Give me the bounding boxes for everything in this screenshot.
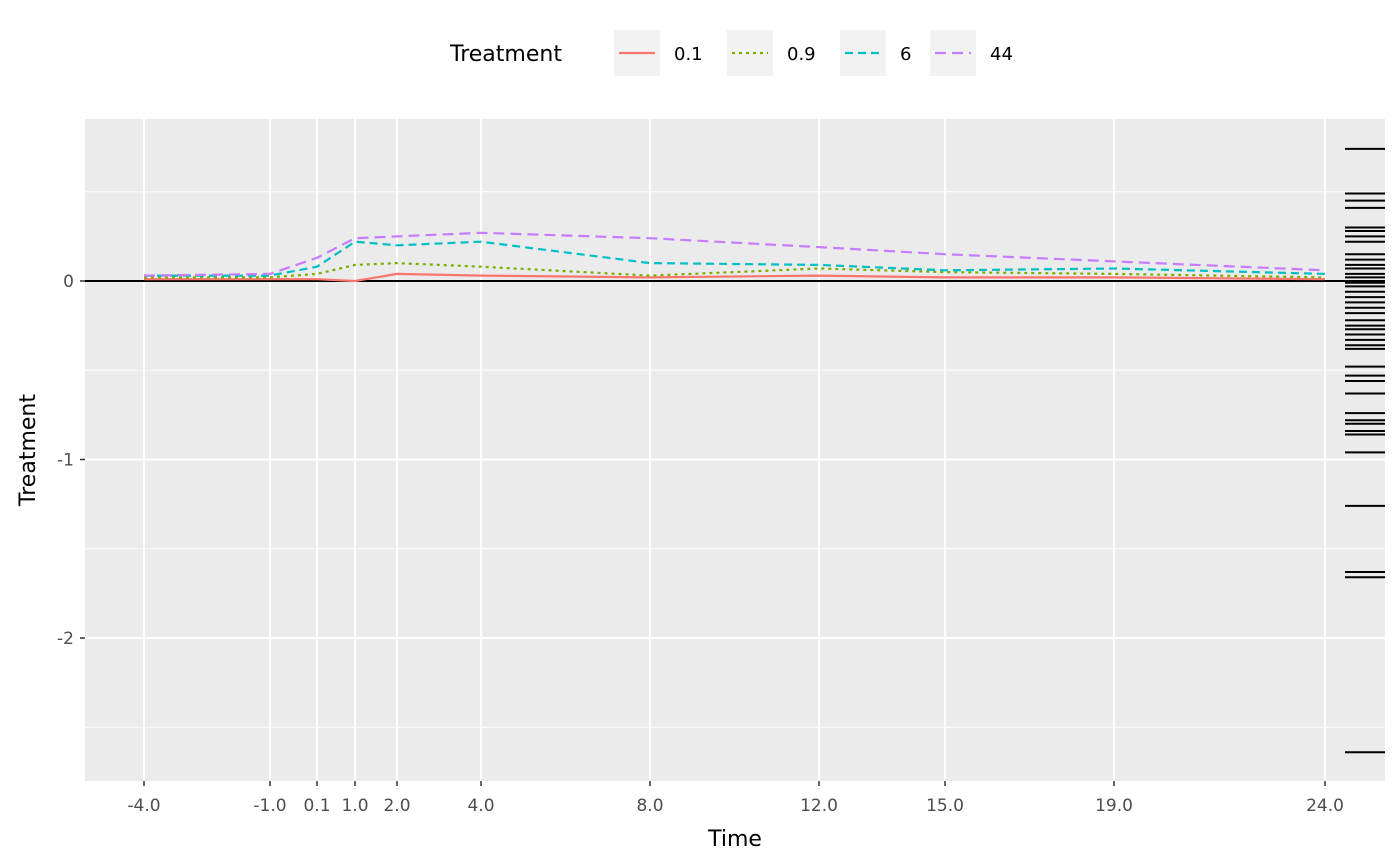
x-tick-label: 15.0 <box>926 796 964 816</box>
series-line-44 <box>143 231 1326 277</box>
series-line-0.1 <box>144 272 1326 283</box>
rug-layer <box>1345 147 1385 754</box>
legend-label: 6 <box>900 44 911 65</box>
x-tick-label: 19.0 <box>1095 796 1133 816</box>
x-tick-label: 8.0 <box>636 796 663 816</box>
legend-label: 0.1 <box>674 44 703 65</box>
y-axis-ticks: 0 -1 -2 <box>57 272 85 649</box>
legend-label: 0.9 <box>787 44 816 65</box>
x-tick-label: 4.0 <box>467 796 494 816</box>
x-axis-title: Time <box>707 827 762 852</box>
y-tick-label: -2 <box>57 629 74 649</box>
legend-label: 44 <box>990 44 1013 65</box>
y-axis-title: Treatment <box>16 394 41 507</box>
plot-panel <box>85 119 1385 781</box>
x-tick-label: 24.0 <box>1306 796 1344 816</box>
x-tick-label: -4.0 <box>127 796 160 816</box>
legend-title: Treatment <box>449 42 562 67</box>
legend: Treatment 0.1 0.9 6 44 <box>449 30 1013 76</box>
series-layer <box>143 231 1326 283</box>
x-axis-ticks: -4.0 -1.0 0.1 1.0 2.0 4.0 8.0 12.0 15.0 19.0 24.0 <box>127 781 1344 816</box>
y-tick-label: 0 <box>63 272 74 292</box>
x-tick-label: 12.0 <box>800 796 838 816</box>
x-tick-label: 0.1 <box>303 796 330 816</box>
x-tick-label: 2.0 <box>383 796 410 816</box>
series-line-6 <box>144 240 1326 277</box>
series-line-0.9 <box>144 261 1326 279</box>
x-tick-label: -1.0 <box>253 796 286 816</box>
y-tick-label: -1 <box>57 451 74 471</box>
x-tick-label: 1.0 <box>341 796 368 816</box>
grid-minor <box>85 191 1385 728</box>
